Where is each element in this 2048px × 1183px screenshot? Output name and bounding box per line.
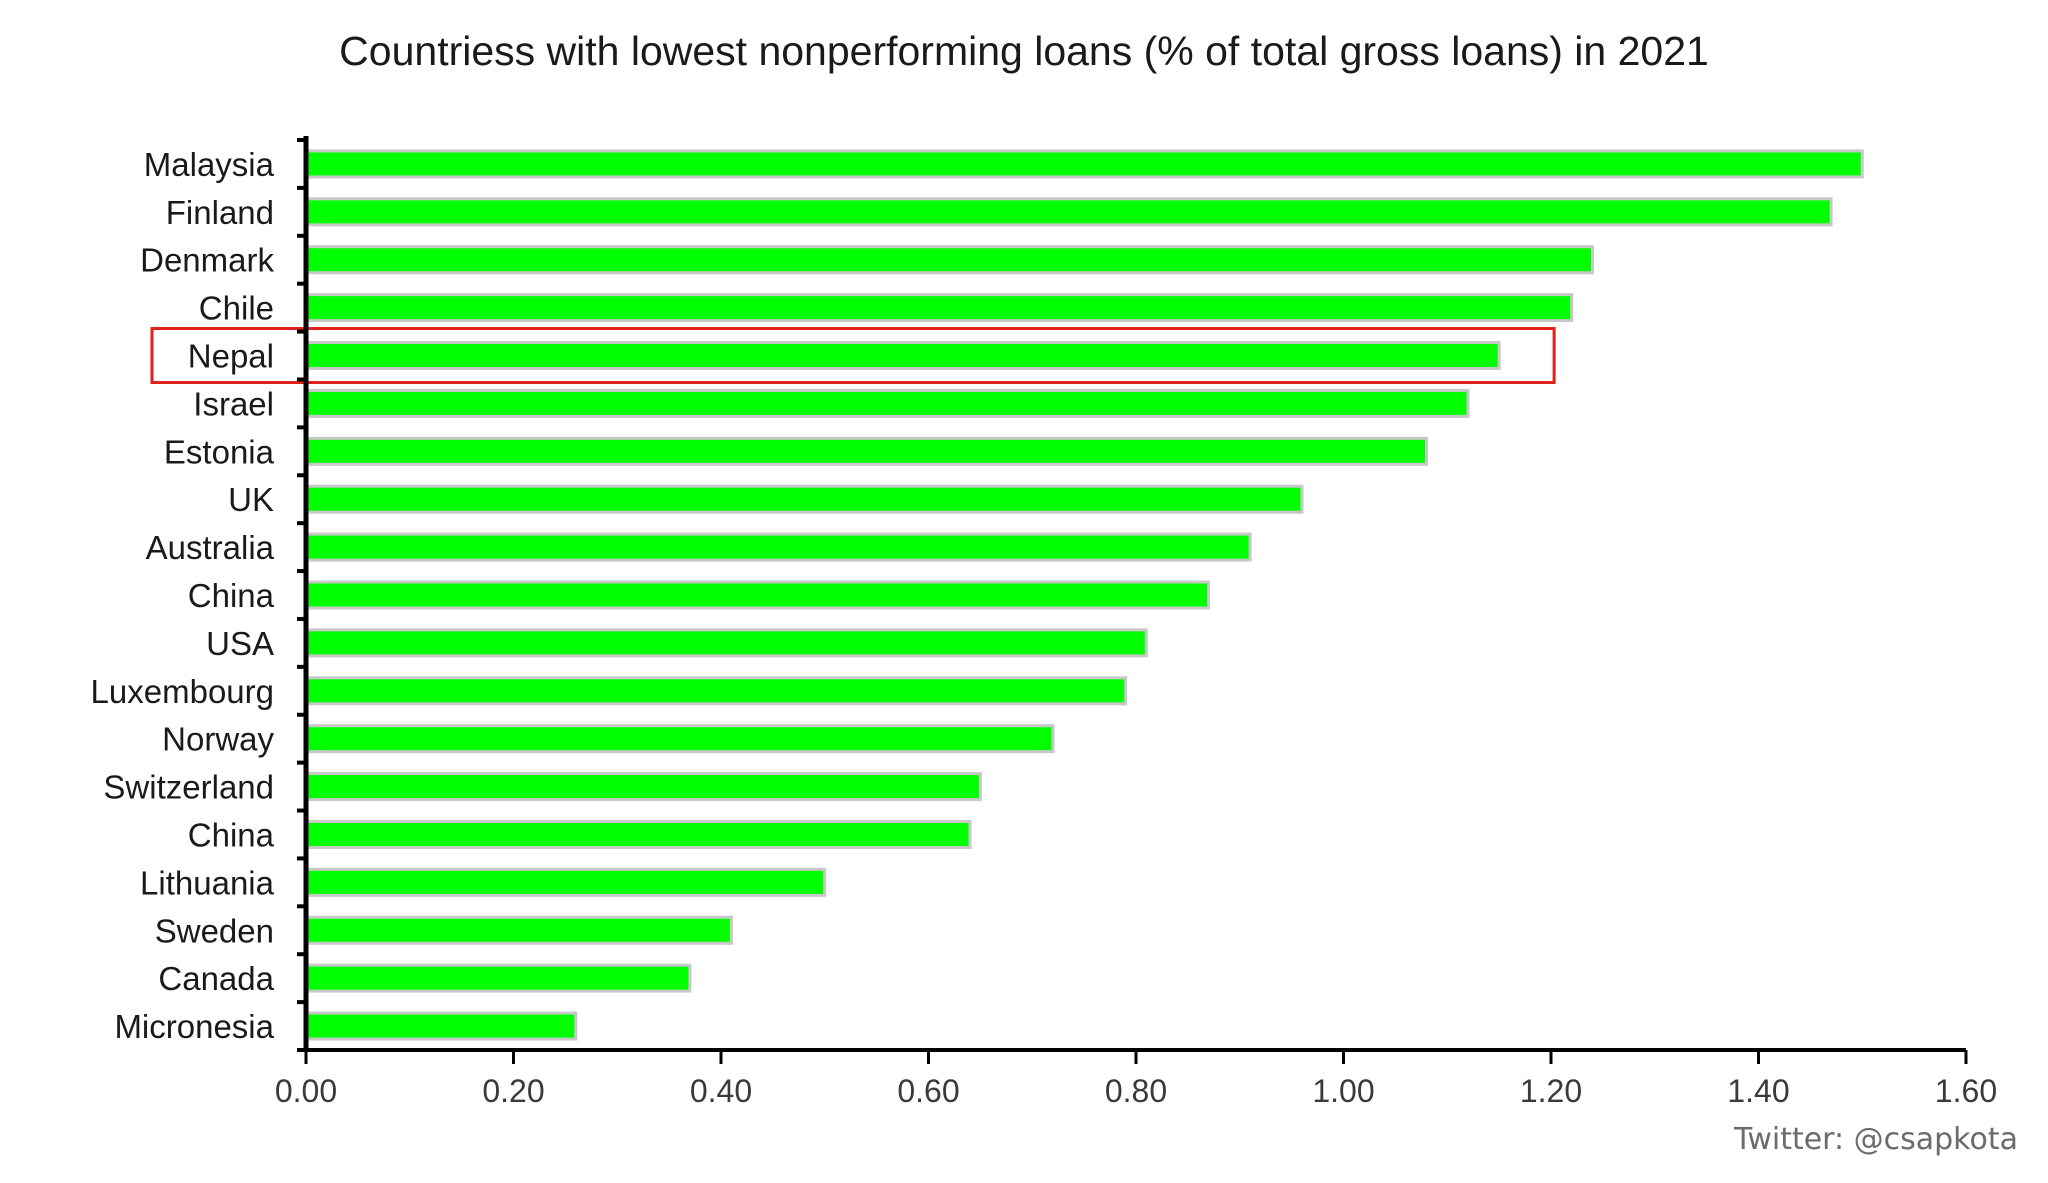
bar-micronesia — [305, 1011, 578, 1041]
bar-estonia — [305, 436, 1428, 466]
x-tick-label: 1.00 — [1312, 1073, 1374, 1109]
category-label: Lithuania — [140, 864, 275, 901]
bar-luxembourg — [305, 676, 1128, 706]
bar-lithuania — [305, 867, 827, 897]
bar-australia — [305, 532, 1252, 562]
category-label: Nepal — [188, 338, 274, 375]
category-label: Malaysia — [144, 146, 275, 183]
category-label: Canada — [158, 960, 274, 997]
category-label: Finland — [166, 194, 274, 231]
chart-title: Countriess with lowest nonperforming loa… — [339, 28, 1709, 74]
bar-canada — [305, 963, 692, 993]
bar-china — [305, 819, 972, 849]
x-tick-label: 0.00 — [275, 1073, 337, 1109]
bar-chile — [305, 293, 1574, 323]
category-label: Sweden — [155, 912, 274, 949]
bar-israel — [305, 388, 1470, 418]
category-label: Australia — [146, 529, 275, 566]
highlight-box — [150, 327, 1556, 385]
bar-norway — [305, 724, 1055, 754]
category-label: USA — [206, 625, 274, 662]
category-label: China — [188, 577, 275, 614]
credit-text: Twitter: @csapkota — [1733, 1122, 2018, 1157]
x-tick-label: 0.20 — [482, 1073, 544, 1109]
x-tick-label: 1.40 — [1727, 1073, 1789, 1109]
bar-sweden — [305, 915, 733, 945]
category-label: Norway — [162, 721, 274, 758]
category-label: Israel — [193, 385, 274, 422]
bar-malaysia — [305, 149, 1864, 179]
bar-china — [305, 580, 1211, 610]
x-tick-label: 0.40 — [690, 1073, 752, 1109]
category-label: Denmark — [140, 242, 274, 279]
bar-denmark — [305, 245, 1594, 275]
category-label: Estonia — [164, 433, 275, 470]
x-tick-label: 1.20 — [1520, 1073, 1582, 1109]
x-tick-label: 0.60 — [897, 1073, 959, 1109]
x-tick-label: 1.60 — [1935, 1073, 1997, 1109]
category-label: UK — [228, 481, 274, 518]
category-label: Chile — [199, 290, 274, 327]
x-tick-label: 0.80 — [1105, 1073, 1167, 1109]
category-label: Micronesia — [114, 1008, 274, 1045]
bar-nepal — [305, 341, 1501, 371]
bar-uk — [305, 484, 1304, 514]
category-label: Switzerland — [103, 769, 274, 806]
bar-usa — [305, 628, 1148, 658]
bar-switzerland — [305, 772, 982, 802]
category-label: China — [188, 816, 275, 853]
bar-finland — [305, 197, 1833, 227]
category-label: Luxembourg — [91, 673, 274, 710]
